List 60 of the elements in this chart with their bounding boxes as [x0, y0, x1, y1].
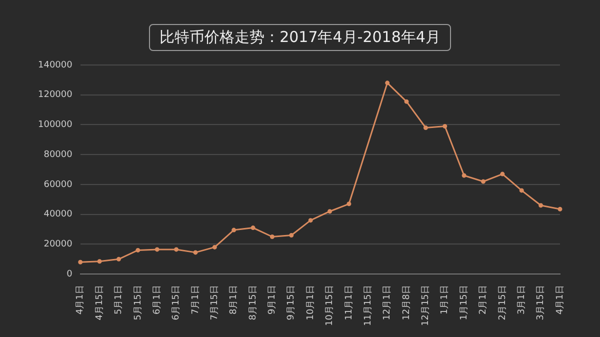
x-tick-label: 7月1日: [190, 285, 201, 315]
x-tick-label: 4月15日: [94, 285, 105, 320]
point: [193, 250, 198, 255]
x-tick-label: 12月8日: [402, 285, 412, 320]
point: [558, 206, 562, 212]
x-tick-label: 1月1日: [440, 285, 450, 315]
x-tick-label: 11月1日: [344, 285, 354, 320]
point: [78, 260, 83, 264]
y-tick-label: 100000: [38, 120, 73, 130]
y-tick-label: 40000: [44, 210, 73, 220]
x-tick-label: 5月15日: [133, 285, 144, 320]
point: [136, 248, 140, 252]
point: [289, 233, 294, 238]
x-tick-label: 1月15日: [459, 285, 470, 320]
point: [308, 218, 313, 223]
point: [174, 247, 179, 252]
x-tick-label: 2月1日: [478, 285, 489, 315]
x-tick-label: 5月1日: [114, 285, 124, 315]
x-tick-label: 2月15日: [498, 285, 508, 320]
x-tick-label: 4月1日: [555, 285, 566, 315]
point: [442, 124, 448, 128]
point: [519, 188, 524, 193]
point: [500, 172, 505, 176]
x-tick-label: 10月1日: [306, 285, 316, 320]
point: [270, 234, 274, 240]
y-tick-label: 60000: [44, 180, 73, 190]
point: [154, 247, 160, 252]
y-tick-label: 0: [66, 269, 73, 280]
y-tick-label: 120000: [38, 90, 73, 100]
x-tick-label: 3月15日: [536, 285, 546, 320]
point: [462, 173, 466, 178]
point: [481, 179, 486, 184]
x-tick-label: 11月15日: [363, 285, 374, 326]
x-tick-label: 9月1日: [268, 285, 278, 315]
x-tick-label: 12月1日: [382, 285, 393, 320]
point: [404, 99, 409, 104]
point: [328, 209, 332, 214]
x-tick-label: 7月15日: [210, 285, 220, 320]
point: [346, 202, 352, 206]
x-tick-label: 3月1日: [516, 285, 527, 315]
x-tick-label: 9月15日: [286, 285, 297, 320]
x-tick-label: 8月1日: [229, 285, 240, 315]
point: [212, 244, 217, 250]
point: [538, 203, 544, 208]
x-tick-label: 6月1日: [152, 285, 162, 315]
x-tick-label: 6月15日: [172, 285, 182, 320]
point: [423, 125, 428, 130]
point: [116, 256, 121, 262]
chart-title: 比特币价格走势：2017年4月-2018年4月: [148, 24, 452, 51]
x-tick-label: 12月15日: [421, 285, 432, 326]
x-tick-label: 4月1日: [76, 285, 86, 315]
x-tick-label: 10月15日: [325, 285, 336, 326]
x-tick-label: 8月15日: [248, 285, 258, 320]
y-tick-label: 140000: [38, 60, 73, 70]
y-tick-label: 20000: [44, 240, 73, 250]
point: [232, 228, 236, 232]
point: [97, 259, 102, 264]
point: [385, 80, 390, 86]
y-tick-label: 80000: [44, 150, 73, 160]
point: [250, 226, 256, 230]
